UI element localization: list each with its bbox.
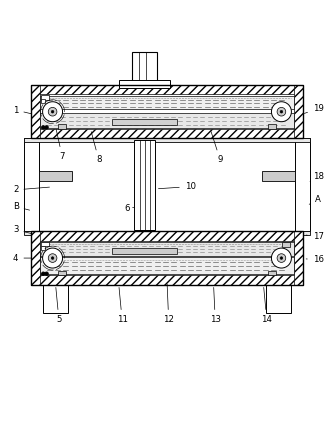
Bar [41, 246, 45, 250]
Bar [31, 85, 303, 94]
Circle shape [51, 257, 54, 259]
Bar [58, 271, 65, 275]
Circle shape [42, 126, 45, 129]
Text: 6: 6 [124, 203, 134, 213]
Bar [119, 80, 170, 88]
Text: 8: 8 [91, 132, 102, 165]
Bar [31, 85, 40, 138]
Bar [31, 275, 303, 285]
Bar [31, 129, 303, 138]
Circle shape [272, 102, 291, 122]
Circle shape [48, 107, 57, 116]
Circle shape [43, 102, 62, 122]
Text: 1: 1 [13, 106, 31, 115]
Bar [294, 85, 303, 138]
Bar [31, 85, 303, 138]
Text: 18: 18 [310, 172, 324, 181]
Text: B: B [13, 202, 30, 211]
Bar [112, 119, 177, 125]
Bar [134, 140, 155, 230]
Bar [39, 170, 72, 181]
Bar [58, 124, 65, 129]
Circle shape [45, 126, 48, 129]
Bar [31, 231, 303, 241]
Bar [294, 231, 303, 285]
Bar [269, 124, 276, 129]
Text: 11: 11 [117, 288, 128, 324]
Bar [40, 113, 294, 128]
Bar [262, 170, 295, 181]
Bar [283, 242, 290, 247]
Circle shape [51, 110, 54, 113]
Circle shape [277, 107, 286, 116]
Text: 10: 10 [158, 182, 196, 191]
Bar [132, 52, 157, 83]
Text: 14: 14 [261, 288, 272, 324]
Circle shape [43, 248, 62, 268]
Circle shape [277, 254, 286, 262]
Text: 16: 16 [306, 255, 324, 264]
Circle shape [272, 248, 291, 268]
Bar [41, 99, 45, 103]
Bar [41, 242, 49, 246]
Circle shape [48, 254, 57, 262]
Bar [31, 231, 303, 285]
Bar [24, 138, 39, 231]
Bar [266, 285, 291, 313]
Circle shape [42, 272, 45, 275]
Text: 7: 7 [56, 129, 65, 161]
Bar [40, 96, 294, 109]
Bar [43, 285, 68, 313]
Bar [295, 138, 310, 231]
Circle shape [280, 257, 283, 259]
Text: 3: 3 [13, 225, 31, 234]
Bar [269, 271, 276, 275]
Circle shape [45, 272, 48, 275]
Bar [31, 231, 40, 285]
Text: 12: 12 [163, 284, 174, 324]
Circle shape [280, 110, 283, 113]
Text: 19: 19 [304, 104, 324, 113]
Bar [40, 242, 294, 256]
Text: 13: 13 [210, 288, 221, 324]
Text: 17: 17 [306, 232, 324, 241]
Bar [24, 137, 310, 142]
Text: 2: 2 [13, 185, 49, 195]
Text: 4: 4 [13, 253, 31, 263]
Bar [41, 96, 49, 100]
Bar [24, 231, 310, 235]
Text: 9: 9 [211, 132, 223, 165]
Bar [40, 257, 294, 275]
Text: A: A [309, 195, 321, 204]
Text: 5: 5 [56, 288, 62, 324]
Bar [112, 248, 177, 254]
